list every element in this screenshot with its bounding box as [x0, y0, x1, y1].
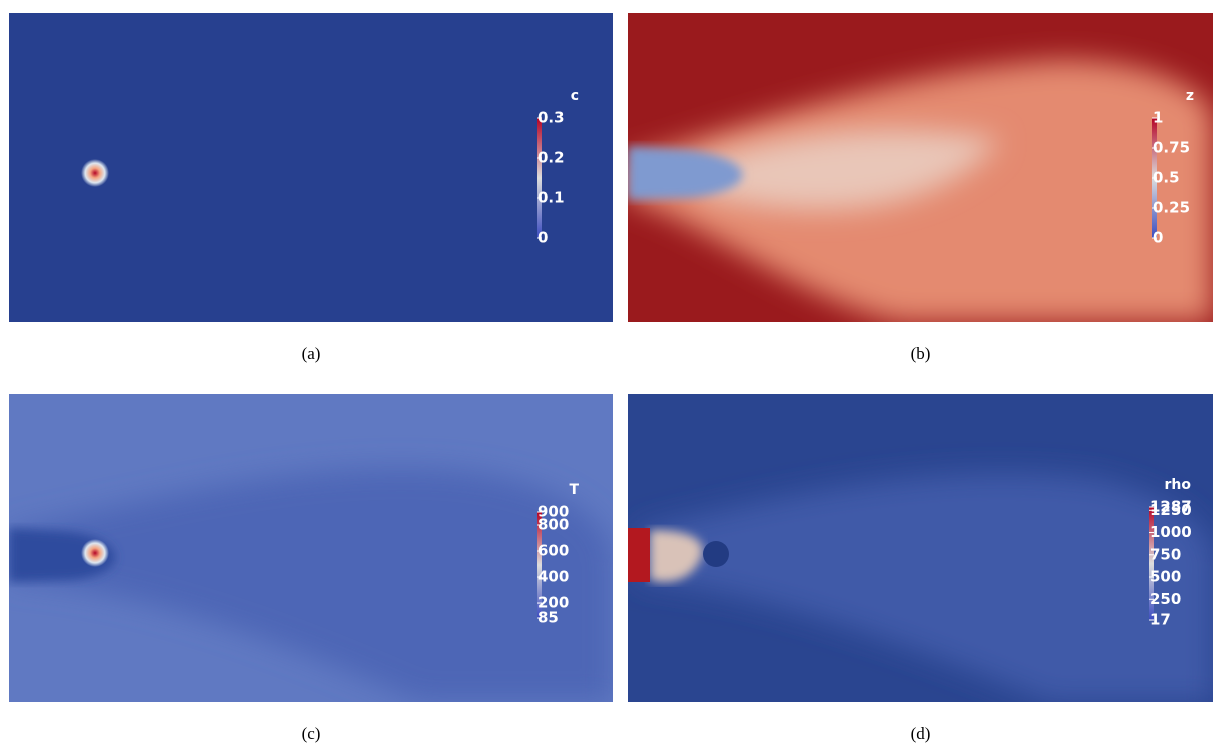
colorbar	[537, 512, 542, 618]
caption: (d)	[911, 724, 931, 743]
colorbar-tick-label: 1000	[1150, 523, 1192, 541]
panel-c	[9, 394, 613, 702]
colorbar-tick-label: 200	[538, 594, 569, 612]
colorbar-tick-label: 0.1	[538, 189, 565, 207]
colorbar-tick-label: 0.2	[538, 149, 565, 167]
colorbar	[537, 118, 542, 238]
colorbar-tick-label: 0.5	[1153, 169, 1180, 187]
colorbar-tick-label: 1287	[1150, 498, 1192, 516]
blob	[81, 159, 109, 187]
caption: (a)	[302, 344, 321, 363]
colorbar-tick-label: 250	[1150, 590, 1181, 608]
colorbar-tick-label: 800	[538, 516, 569, 534]
colorbar-tick-label: 0	[538, 229, 548, 247]
colorbar-tick-label: 0.3	[538, 109, 565, 127]
panel-d	[628, 394, 1213, 702]
colorbar-title: T	[569, 482, 579, 498]
colorbar-tick-label: 900	[538, 503, 569, 521]
panel-a	[9, 13, 613, 322]
colorbar-tick-label: 0	[1153, 229, 1163, 247]
colorbar	[1149, 507, 1154, 620]
colorbar-tick-label: 500	[1150, 568, 1181, 586]
colorbar-tick-label: 0.25	[1153, 199, 1190, 217]
colorbar-tick-label: 0.75	[1153, 139, 1190, 157]
panel-b	[628, 13, 1213, 322]
colorbar-tick-label: 400	[538, 568, 569, 586]
colorbar-tick-label: 1250	[1150, 501, 1192, 519]
colorbar-title: c	[571, 88, 579, 104]
colorbar-title: rho	[1165, 477, 1192, 493]
caption: (b)	[911, 344, 931, 363]
colorbar-tick-label: 600	[538, 542, 569, 560]
caption: (c)	[302, 724, 321, 743]
colorbar-tick-label: 1	[1153, 109, 1163, 127]
colorbar-tick-label: 750	[1150, 545, 1181, 563]
colorbar-tick-label: 17	[1150, 611, 1171, 629]
colorbar-tick-label: 85	[538, 609, 559, 627]
colorbar-title: z	[1186, 88, 1194, 104]
